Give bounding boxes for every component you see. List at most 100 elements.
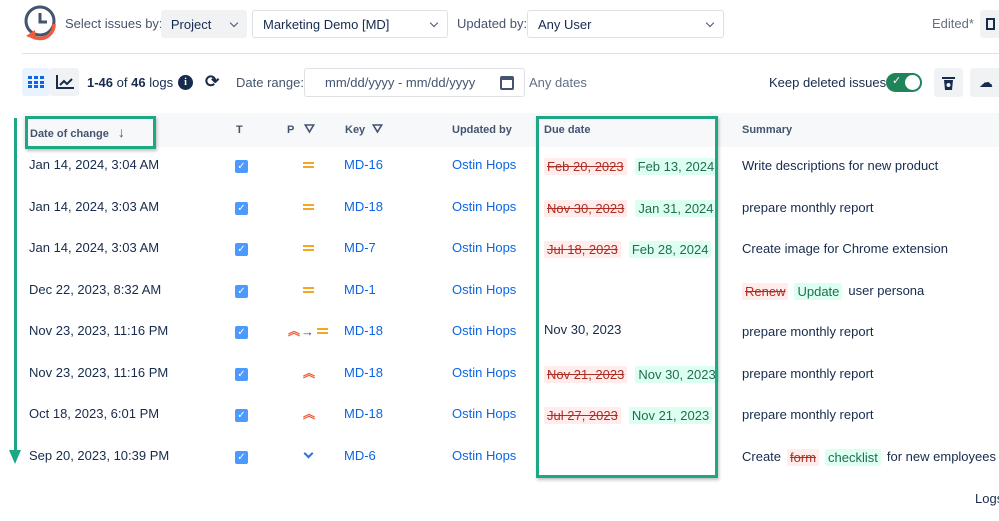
column-due-date: Due date: [544, 124, 591, 136]
user-link[interactable]: Ostin Hops: [452, 323, 517, 338]
user-link[interactable]: Ostin Hops: [452, 447, 517, 463]
due-date-old: Nov 21, 2023: [544, 365, 628, 383]
task-type-icon: ✓: [235, 284, 248, 298]
column-summary: Summary: [742, 124, 793, 136]
issue-key-link[interactable]: MD-7: [344, 240, 376, 255]
issue-key-link[interactable]: MD-18: [344, 323, 384, 338]
due-date-change: Jul 27, 2023 Nov 21, 2023: [544, 407, 713, 424]
issue-key-link[interactable]: MD-16: [344, 157, 384, 172]
due-date-change: Nov 30, 2023 Jan 31, 2024: [544, 199, 717, 217]
priority-highest-icon: ︽: [302, 407, 315, 421]
due-date-new: Feb 28, 2024: [628, 241, 712, 258]
date-of-change: Jan 14, 2024, 3:04 AM: [29, 157, 160, 172]
issue-key-link[interactable]: MD-1: [344, 281, 376, 297]
info-icon[interactable]: i: [178, 75, 193, 90]
app-logo-icon: [22, 4, 58, 49]
project-dropdown[interactable]: Marketing Demo [MD]: [252, 10, 448, 38]
user-link[interactable]: Ostin Hops: [452, 198, 517, 214]
task-type-icon: ✓: [235, 243, 248, 256]
chevron-down-icon: [705, 18, 715, 27]
due-date-new: Nov 30, 2023: [635, 365, 719, 383]
updated-by-dropdown[interactable]: Any User: [527, 10, 724, 38]
summary-change: Create image for Chrome extension: [742, 241, 948, 256]
refresh-icon[interactable]: ⟳: [205, 72, 220, 91]
grid-icon: [28, 76, 44, 88]
task-type-icon: ✓: [235, 367, 248, 381]
export-button[interactable]: ☁: [970, 68, 999, 97]
date-of-change: Dec 22, 2023, 8:32 AM: [29, 281, 162, 297]
logs-footer-label: Logs: [975, 491, 999, 506]
priority-change: [283, 240, 333, 256]
trash-icon: [942, 76, 955, 90]
date-of-change: Jan 14, 2024, 3:03 AM: [29, 240, 160, 255]
date-range-placeholder: mm/dd/yyyy - mm/dd/yyyy: [325, 75, 476, 90]
date-of-change: Nov 23, 2023, 11:16 PM: [29, 323, 169, 338]
priority-medium-icon: [302, 245, 314, 251]
updated-by-value: Any User: [538, 16, 592, 32]
chevron-down-icon: [429, 18, 439, 27]
chart-icon: [55, 75, 74, 89]
divider: [22, 53, 999, 54]
summary-change: Renew Update user persona: [742, 282, 924, 300]
priority-change: [283, 199, 333, 215]
summary-text: prepare monthly report: [742, 199, 874, 215]
issue-key-link[interactable]: MD-18: [344, 364, 384, 380]
chevron-down-icon: [229, 18, 239, 27]
sort-arrow-down-icon[interactable]: ↓: [117, 124, 125, 140]
priority-change: [283, 448, 333, 464]
task-type-icon: ✓: [235, 450, 248, 464]
user-link[interactable]: Ostin Hops: [452, 281, 517, 297]
table-row: Jan 14, 2024, 3:03 AM ✓ MD-18 Ostin Hops…: [0, 199, 999, 240]
issue-key-link[interactable]: MD-18: [344, 198, 384, 214]
arrow-head-icon: [9, 450, 21, 464]
table-row: Sep 20, 2023, 10:39 PM ✓ MD-6 Ostin Hops…: [0, 448, 999, 489]
chart-view-button[interactable]: [50, 68, 79, 96]
delete-button[interactable]: [934, 68, 963, 97]
due-date-change: Nov 30, 2023: [544, 322, 621, 337]
task-type-icon: ✓: [235, 326, 248, 339]
user-link[interactable]: Ostin Hops: [452, 406, 517, 421]
project-value: Marketing Demo [MD]: [263, 16, 390, 32]
summary-change: Create form checklist for new employees: [742, 448, 997, 466]
cloud-download-icon: ☁: [979, 74, 993, 90]
summary-change: prepare monthly report: [742, 200, 874, 215]
summary-text: Create image for Chrome extension: [742, 241, 948, 256]
table-view-button[interactable]: [22, 68, 50, 96]
due-date-new: Jan 31, 2024: [635, 199, 717, 217]
due-date-new: Nov 21, 2023: [628, 407, 713, 424]
summary-text: for new employees: [886, 448, 997, 464]
any-dates-text: Any dates: [529, 75, 587, 90]
updated-by-label: Updated by:: [457, 16, 528, 31]
layout-icon: [985, 18, 995, 30]
select-by-dropdown[interactable]: Project: [161, 10, 247, 38]
priority-medium-icon: [302, 203, 314, 210]
user-link[interactable]: Ostin Hops: [452, 240, 517, 255]
table-row: Dec 22, 2023, 8:32 AM ✓ MD-1 Ostin Hops …: [0, 282, 999, 323]
due-date-old: Jul 27, 2023: [544, 407, 621, 424]
priority-medium-icon: [302, 162, 314, 168]
due-date-new: Feb 13, 2024: [634, 158, 718, 175]
user-link[interactable]: Ostin Hops: [452, 364, 517, 380]
filter-icon[interactable]: ⛛: [372, 121, 383, 136]
column-type: T: [236, 124, 243, 136]
filter-icon[interactable]: ⛛: [304, 121, 315, 136]
issue-key-link[interactable]: MD-18: [344, 406, 384, 421]
date-of-change: Sep 20, 2023, 10:39 PM: [29, 447, 170, 463]
priority-change: ︽: [283, 406, 333, 422]
issue-key-link[interactable]: MD-6: [344, 447, 376, 463]
calendar-icon: [500, 75, 514, 90]
arrow-right-icon: →: [301, 323, 314, 339]
layout-button[interactable]: [980, 10, 999, 38]
date-range-input[interactable]: mm/dd/yyyy - mm/dd/yyyy: [304, 68, 525, 97]
summary-text: prepare monthly report: [742, 407, 874, 422]
keep-deleted-toggle[interactable]: ✓: [886, 73, 922, 92]
user-link[interactable]: Ostin Hops: [452, 157, 517, 172]
due-date-change: Nov 21, 2023 Nov 30, 2023: [544, 365, 719, 383]
summary-removed: Renew: [742, 282, 789, 300]
keep-deleted-label: Keep deleted issues: [769, 75, 887, 90]
edited-indicator: Edited*: [932, 16, 974, 31]
table-row: Jan 14, 2024, 3:03 AM ✓ MD-7 Ostin Hops …: [0, 240, 999, 281]
column-date-of-change[interactable]: Date of change ↓: [30, 124, 125, 140]
due-date-old: Jul 18, 2023: [544, 241, 621, 258]
due-date-old: Nov 30, 2023: [544, 199, 628, 217]
